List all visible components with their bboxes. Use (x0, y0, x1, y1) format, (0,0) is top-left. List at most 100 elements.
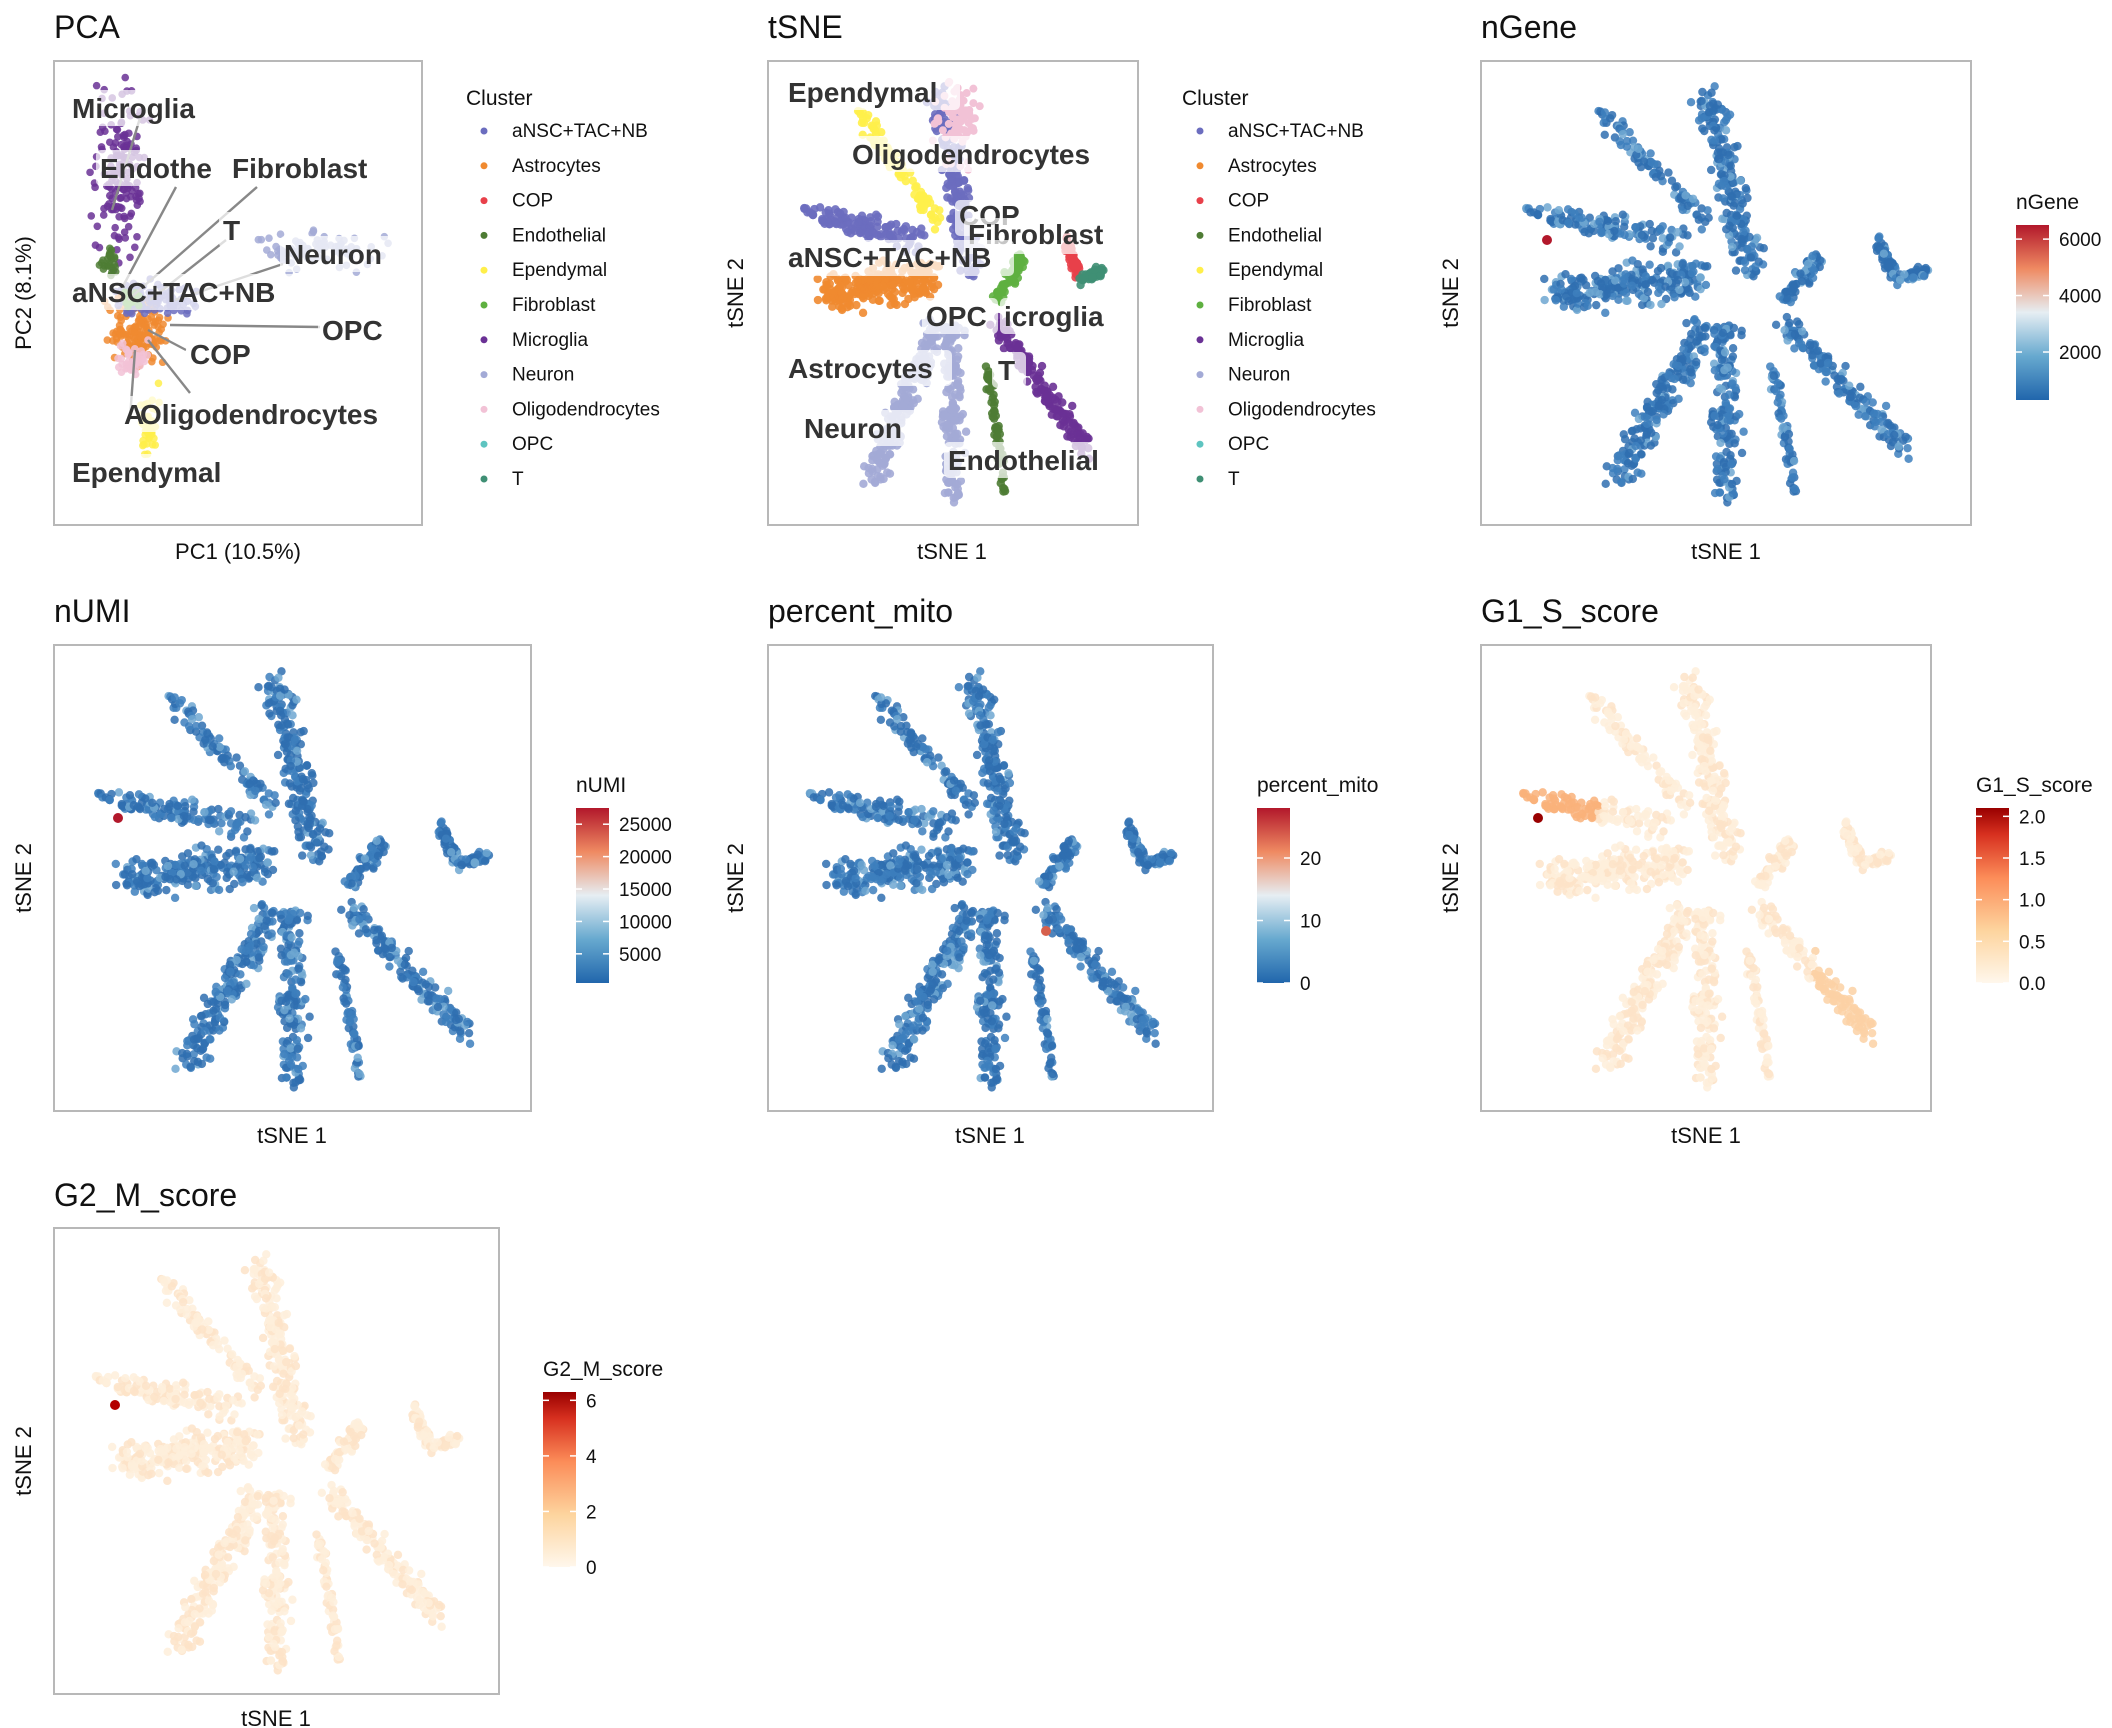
data-point (1675, 242, 1684, 251)
data-point (291, 806, 301, 815)
data-point (436, 818, 446, 827)
data-point (351, 871, 360, 881)
legend-key (1196, 197, 1204, 205)
data-point (114, 788, 124, 797)
data-point (945, 385, 955, 394)
data-point (303, 1033, 313, 1043)
data-point (1785, 318, 1794, 328)
data-point (879, 474, 888, 484)
data-point (91, 241, 100, 249)
data-point (930, 225, 940, 234)
data-point (1682, 318, 1691, 328)
data-point (162, 885, 171, 895)
data-point (154, 379, 163, 388)
data-point (1096, 272, 1105, 281)
data-point (132, 877, 142, 886)
data-point (1048, 382, 1058, 392)
data-point (953, 479, 962, 489)
data-point (398, 974, 407, 983)
data-point (105, 138, 114, 147)
data-point (268, 865, 278, 875)
data-point (968, 114, 977, 123)
data-point (1721, 126, 1731, 135)
data-point (1642, 402, 1652, 412)
data-point (1583, 301, 1592, 310)
data-point (841, 213, 850, 222)
ngene-legend-title: nGene (2016, 191, 2079, 214)
data-point (1747, 242, 1757, 251)
data-point (99, 211, 108, 219)
data-point (262, 916, 271, 925)
data-point (1005, 276, 1014, 286)
data-point (981, 362, 991, 371)
data-point (1741, 184, 1751, 193)
data-point (1700, 262, 1710, 271)
data-point (1602, 290, 1611, 299)
data-point (309, 778, 318, 788)
data-point (969, 99, 978, 108)
data-point (1687, 341, 1696, 351)
data-point (372, 836, 381, 846)
data-point (1739, 427, 1748, 436)
data-point (433, 1002, 443, 1012)
pca-label-endothelial: Endothe (100, 153, 212, 184)
data-point (196, 866, 206, 875)
tsne-legend-title: Cluster (1182, 87, 1249, 110)
data-point (249, 776, 258, 785)
data-point (191, 881, 200, 890)
data-point (303, 819, 312, 829)
data-point (1813, 346, 1823, 355)
colorbar-tick-label: 6000 (2059, 230, 2101, 251)
data-point (885, 450, 895, 459)
data-point (958, 409, 968, 419)
data-point (285, 1014, 294, 1023)
data-point (295, 929, 304, 938)
data-point (1639, 157, 1649, 166)
data-point (186, 1062, 195, 1071)
data-point (211, 1004, 221, 1014)
data-point (214, 827, 224, 836)
data-point (997, 286, 1006, 296)
data-point (306, 850, 316, 860)
data-point (1697, 225, 1707, 234)
data-point (301, 994, 310, 1004)
data-point (121, 73, 130, 82)
data-point (197, 1059, 207, 1069)
data-point (1570, 281, 1580, 291)
data-point (953, 379, 962, 388)
data-point (190, 1020, 199, 1029)
data-point (1689, 316, 1699, 325)
data-point (1766, 362, 1775, 371)
data-point (934, 117, 943, 126)
data-point (1794, 320, 1804, 329)
legend-label: T (1228, 469, 1240, 490)
data-point (1593, 276, 1603, 286)
data-point (1631, 222, 1640, 232)
data-point (232, 753, 241, 762)
data-point (1901, 432, 1910, 442)
data-point (126, 253, 134, 262)
pca-label-cop: COP (190, 339, 251, 370)
legend-label: OPC (1228, 434, 1269, 455)
data-point (1645, 219, 1654, 229)
data-point (995, 429, 1005, 439)
data-point (298, 796, 308, 805)
tsne-label-ansc: aNSC+TAC+NB (788, 242, 991, 273)
data-point (280, 1049, 289, 1059)
outlier-point (1542, 235, 1552, 245)
legend-label: Endothelial (512, 225, 606, 246)
data-point (1000, 484, 1009, 494)
legend-key (480, 440, 488, 448)
data-point (1657, 299, 1666, 309)
data-point (1058, 398, 1067, 407)
data-point (1713, 420, 1722, 430)
data-point (1713, 100, 1723, 109)
data-point (277, 721, 286, 730)
data-point (290, 735, 300, 745)
data-point (1726, 161, 1735, 170)
data-point (1737, 326, 1746, 336)
legend-key (480, 197, 488, 205)
data-point (1718, 328, 1728, 338)
data-point (859, 479, 868, 489)
data-point (127, 327, 136, 336)
